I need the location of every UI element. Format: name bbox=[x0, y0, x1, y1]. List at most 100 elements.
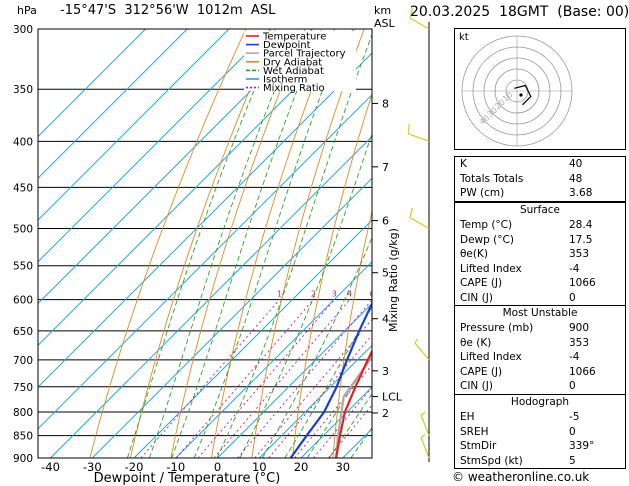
surface-label: CIN (J) bbox=[460, 291, 493, 304]
hodograph-table-title: Hodograph bbox=[510, 396, 570, 408]
legend-label: Wet Adiabat bbox=[263, 66, 324, 77]
index-row: Totals Totals 48 bbox=[455, 172, 625, 187]
grid-layer: 12346810152025 bbox=[38, 29, 449, 458]
km-tick-label: 6 bbox=[382, 215, 389, 228]
isotherm-line bbox=[38, 52, 372, 388]
most-unstable-label: Lifted Index bbox=[460, 351, 522, 364]
plot-frame bbox=[37, 28, 373, 459]
height-unit-label: km ASL bbox=[374, 4, 395, 30]
footer-site: weatheronline.co.uk bbox=[467, 470, 590, 484]
mixing-ratio-label: 2 bbox=[311, 290, 316, 299]
pressure-tick-label: 800 bbox=[13, 407, 33, 419]
hodograph-value: 5 bbox=[569, 454, 576, 467]
isotherm-line bbox=[38, 29, 355, 346]
surface-row: Dewp (°C) 17.5 bbox=[455, 233, 625, 248]
most-unstable-label: Pressure (mb) bbox=[460, 322, 534, 334]
temperature-tick-label: -10 bbox=[166, 460, 185, 474]
wind-barb-flag bbox=[409, 207, 414, 218]
index-row: K 40 bbox=[455, 157, 625, 172]
wet-adiabat-line bbox=[262, 236, 372, 458]
legend-label: Dry Adiabat bbox=[263, 57, 322, 68]
most-unstable-table: Most Unstable Pressure (mb) 900 θe (K) 353 L… bbox=[454, 305, 626, 395]
temperature-tick-label: 10 bbox=[252, 460, 267, 474]
pressure-tick-label: 700 bbox=[13, 355, 33, 367]
most-unstable-row: CIN (J) 0 bbox=[455, 379, 625, 394]
index-value: 3.68 bbox=[569, 187, 593, 200]
hodograph-label: SREH bbox=[460, 425, 489, 438]
mixing-ratio-label: 15 bbox=[421, 290, 431, 299]
most-unstable-value: -4 bbox=[569, 351, 580, 364]
isotherm-line bbox=[38, 29, 272, 263]
height-unit-line2: ASL bbox=[374, 17, 395, 30]
pressure-tick-label: 400 bbox=[13, 136, 33, 148]
km-tick-label: 2 bbox=[382, 407, 389, 420]
wind-barb-flag bbox=[414, 338, 419, 344]
profiles-layer bbox=[289, 300, 372, 458]
indices-table: K 40 Totals Totals 48 PW (cm) 3.68 bbox=[454, 156, 626, 202]
location-label: -15°47'S 312°56'W 1012m ASL bbox=[60, 3, 276, 18]
hodograph-value: 0 bbox=[569, 425, 576, 438]
isotherm-line bbox=[38, 94, 372, 430]
skewt-chart: 12346810152025 3003504004505005506006507… bbox=[13, 8, 449, 486]
surface-value: -4 bbox=[569, 262, 580, 275]
hodograph-trace bbox=[514, 84, 532, 106]
y-axis-title-mixing-ratio: Mixing Ratio (g/kg) bbox=[387, 228, 400, 332]
most-unstable-row: Lifted Index -4 bbox=[455, 350, 625, 365]
km-tick-label: 3 bbox=[382, 365, 389, 378]
legend-label: Dewpoint bbox=[263, 40, 311, 51]
x-axis-title: Dewpoint / Temperature (°C) bbox=[94, 471, 281, 486]
axes-layer: 300350400450500550600650700750800850900-… bbox=[13, 24, 403, 474]
isotherm-line bbox=[175, 261, 372, 458]
dry-adiabat-line bbox=[291, 92, 372, 458]
temperature-tick-label: 0 bbox=[214, 460, 221, 474]
legend-label: Temperature bbox=[262, 32, 326, 43]
surface-value: 0 bbox=[569, 291, 576, 304]
most-unstable-title: Most Unstable bbox=[502, 307, 578, 319]
dewpoint-line bbox=[289, 300, 372, 458]
most-unstable-row: θe (K) 353 bbox=[455, 336, 625, 351]
surface-row: CIN (J) 0 bbox=[455, 291, 625, 306]
surface-row: CAPE (J) 1066 bbox=[455, 276, 625, 291]
isotherm-line bbox=[38, 29, 230, 221]
pressure-tick-label: 650 bbox=[13, 326, 33, 338]
wind-barb-flag bbox=[409, 8, 414, 19]
dry-adiabat-line bbox=[129, 29, 276, 458]
mixing-ratio-label: 4 bbox=[347, 290, 352, 299]
pressure-tick-label: 300 bbox=[13, 24, 33, 36]
datetime-label: 20.03.2025 18GMT (Base: 00) bbox=[410, 4, 629, 20]
height-unit-line1: km bbox=[374, 4, 392, 17]
dry-adiabat-line bbox=[89, 29, 247, 458]
km-tick-label: 7 bbox=[382, 161, 389, 174]
hodograph-value: -5 bbox=[569, 411, 580, 423]
mixing-ratio-line bbox=[254, 318, 372, 458]
surface-value: 353 bbox=[569, 248, 590, 261]
isotherm-line bbox=[217, 302, 372, 458]
legend-label: Mixing Ratio bbox=[263, 83, 325, 94]
wet-adiabat-line bbox=[193, 29, 347, 458]
wind-barb-staff bbox=[409, 216, 430, 229]
surface-value: 17.5 bbox=[569, 233, 593, 246]
mixing-ratio-label: 1 bbox=[277, 290, 282, 299]
pressure-tick-label: 500 bbox=[13, 223, 33, 235]
index-label: Totals Totals bbox=[460, 172, 524, 185]
wind-barb-flag bbox=[420, 411, 426, 416]
hodograph-row: SREH 0 bbox=[455, 425, 625, 440]
mixing-ratio-label: 20 bbox=[439, 290, 449, 299]
most-unstable-label: CAPE (J) bbox=[460, 365, 503, 378]
index-label: PW (cm) bbox=[460, 187, 505, 200]
hodograph-row: StmSpd (kt) 5 bbox=[455, 454, 625, 469]
wind-barb-flag bbox=[407, 123, 410, 134]
km-tick-label: 8 bbox=[382, 97, 389, 110]
most-unstable-value: 1066 bbox=[569, 365, 596, 378]
most-unstable-value: 353 bbox=[569, 336, 590, 349]
isotherm-line bbox=[38, 29, 146, 138]
surface-label: Lifted Index bbox=[460, 262, 522, 275]
most-unstable-label: θe (K) bbox=[460, 336, 492, 349]
footer-credit: © weatheronline.co.uk bbox=[452, 470, 589, 484]
surface-table: Surface Temp (°C) 28.4 Dewp (°C) 17.5 θe(K) 3… bbox=[454, 202, 626, 307]
km-tick-label: 4 bbox=[382, 313, 389, 326]
legend-label: Isotherm bbox=[263, 75, 307, 86]
most-unstable-row: CAPE (J) 1066 bbox=[455, 365, 625, 380]
pressure-tick-label: 450 bbox=[13, 182, 33, 194]
